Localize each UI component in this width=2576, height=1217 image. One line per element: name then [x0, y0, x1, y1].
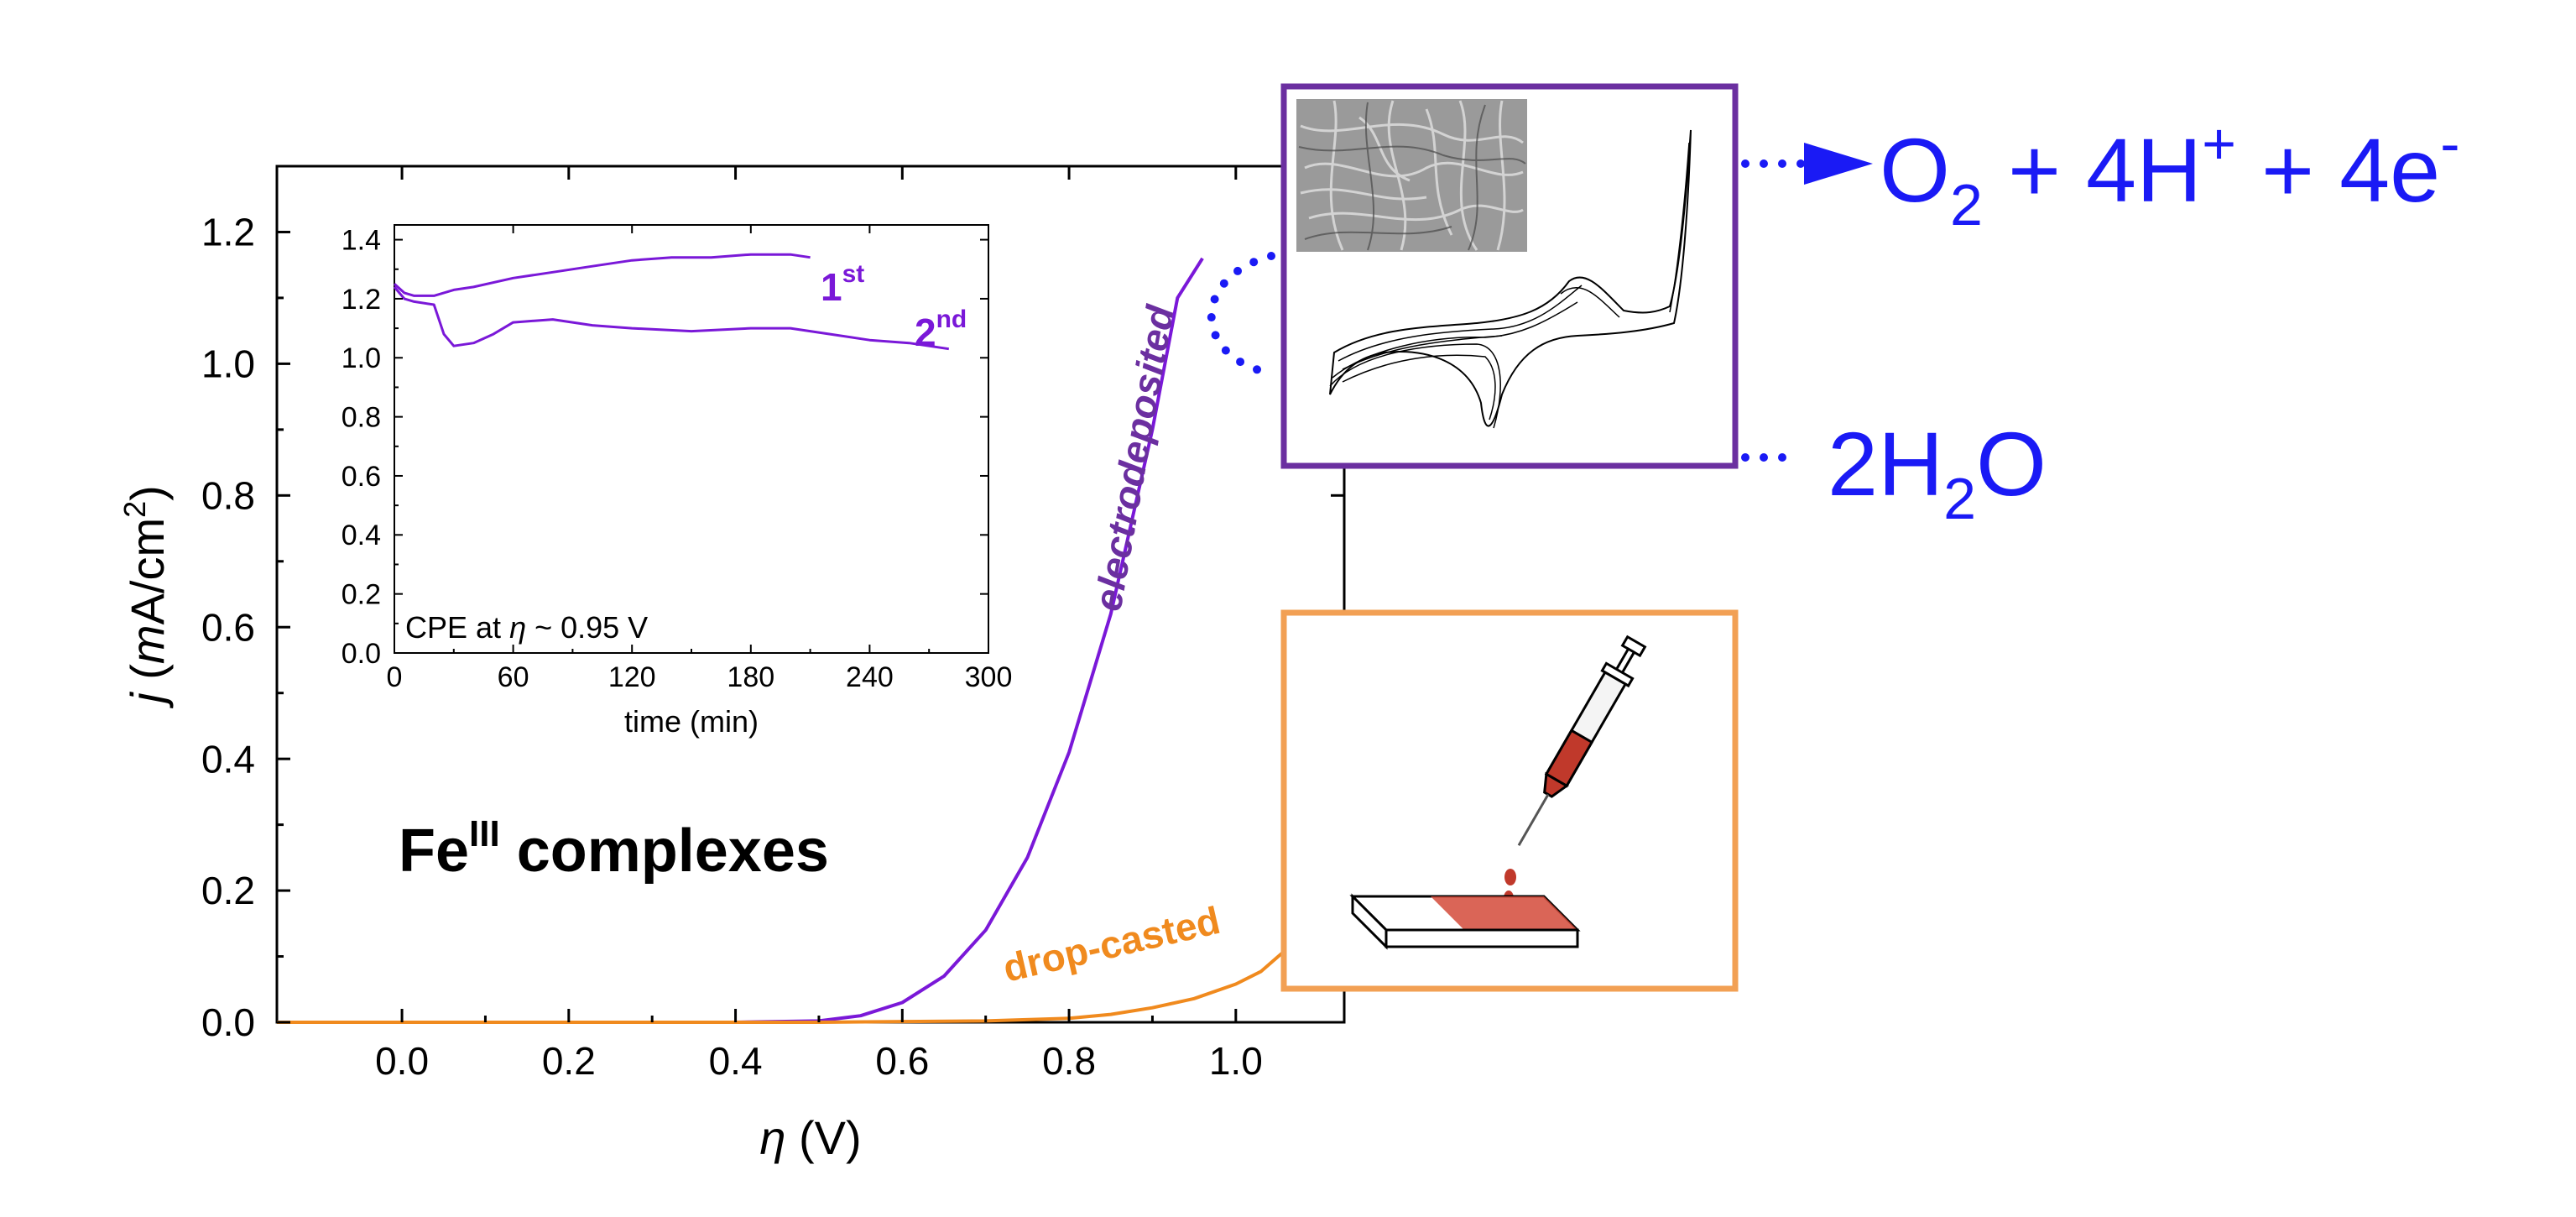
inset-y-tick-label: 1.0	[342, 342, 381, 374]
cv-curves	[1329, 129, 1692, 429]
series-label-electrodeposited: electrodeposited	[1086, 301, 1182, 614]
inset-x-axis: 0 60 120 180 240 300	[387, 225, 1013, 693]
main-y-axis: 0.0 0.2 0.4 0.6 0.8 1.0 1.2	[201, 211, 1344, 1044]
substrate	[1349, 893, 1581, 950]
main-x-tick-label: 0.8	[1042, 1039, 1096, 1083]
inset-x-tick-label: 300	[965, 661, 1013, 693]
sem-image	[1296, 99, 1527, 252]
inset-x-tick-label: 240	[846, 661, 894, 693]
inset-x-tick-label: 60	[498, 661, 529, 693]
inset-series	[393, 253, 950, 351]
reaction: O2 + 4H+ + 4e- 2H2O	[1741, 111, 2460, 531]
reaction-product-o2: O2 + 4H+ + 4e-	[1880, 111, 2460, 238]
inset-plot-frame	[394, 224, 989, 654]
inset-x-axis-label: time (min)	[624, 704, 759, 739]
inset-x-tick-label: 0	[387, 661, 403, 693]
inset-y-tick-label: 0.4	[342, 520, 381, 551]
main-x-tick-label: 0.4	[709, 1039, 763, 1083]
main-x-tick-label: 1.0	[1209, 1039, 1263, 1083]
main-x-axis: 0.0 0.2 0.4 0.6 0.8 1.0	[375, 166, 1263, 1083]
inset-series-label-1st: 1st	[821, 260, 864, 309]
inset-y-tick-label: 1.2	[342, 284, 381, 316]
inset-x-tick-label: 120	[608, 661, 656, 693]
main-y-tick-label: 0.2	[201, 869, 255, 912]
annotation-fe-complexes: FeIII complexes	[399, 813, 829, 885]
cv-box	[1280, 83, 1739, 469]
inset-y-tick-label: 0.2	[342, 579, 381, 611]
inset-x-tick-label: 180	[727, 661, 774, 693]
series-label-drop-casted: drop-casted	[999, 898, 1224, 990]
dropcast-box	[1280, 609, 1739, 992]
main-y-tick-label: 0.0	[201, 1000, 255, 1044]
inset-chart: 0 60 120 180 240 300 0.0 0.2 0.4 0.6 0.8 1.0 1.2 1.4…	[342, 224, 1013, 739]
main-y-tick-label: 0.6	[201, 605, 255, 649]
inset-series-line-0	[393, 253, 811, 297]
inset-series-label-2nd: 2nd	[915, 306, 967, 354]
syringe-icon	[1517, 635, 1647, 846]
main-y-tick-label: 1.0	[201, 342, 255, 385]
main-x-tick-label: 0.0	[375, 1039, 429, 1083]
main-x-tick-label: 0.6	[875, 1039, 929, 1083]
main-x-axis-label: η (V)	[759, 1111, 861, 1164]
inset-series-line-1	[393, 285, 950, 351]
main-y-tick-label: 0.4	[201, 737, 255, 781]
inset-y-tick-label: 1.4	[342, 224, 381, 256]
main-y-tick-label: 1.2	[201, 211, 255, 254]
main-y-tick-label: 0.8	[201, 473, 255, 517]
main-chart: 0.0 0.2 0.4 0.6 0.8 1.0 0.0 0.2 0.4 0.6 0.8 1.0 1.2…	[117, 165, 1346, 1164]
arrow-o2-head	[1804, 143, 1873, 185]
inset-y-tick-label: 0.6	[342, 461, 381, 493]
inset-y-tick-label: 0.8	[342, 402, 381, 434]
inset-annotation-cpe: CPE at η ~ 0.95 V	[405, 610, 648, 645]
inset-y-tick-label: 0.0	[342, 638, 381, 670]
main-y-axis-label: j (mA/cm2)	[117, 485, 174, 709]
reaction-reactant-water: 2H2O	[1828, 413, 2047, 531]
dotted-bracket	[1207, 252, 1275, 378]
inset-y-axis: 0.0 0.2 0.4 0.6 0.8 1.0 1.2 1.4	[342, 224, 988, 670]
main-x-tick-label: 0.2	[542, 1039, 596, 1083]
